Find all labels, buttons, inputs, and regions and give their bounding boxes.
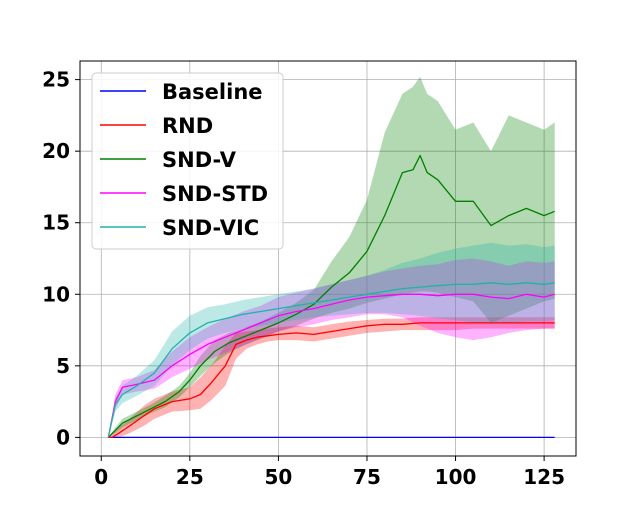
axis-ticks: 0 25 50 75 100 125 0 5 10 15 20 25 <box>42 68 565 489</box>
x-tick-label: 75 <box>353 465 381 489</box>
series-line-snd-std <box>107 293 555 438</box>
y-tick-label: 15 <box>42 211 70 235</box>
series-line-snd-v <box>107 154 555 438</box>
plot-frame <box>79 60 577 457</box>
band-snd-v <box>108 76 555 438</box>
legend-label-baseline: Baseline <box>162 80 263 104</box>
x-tick-label: 125 <box>523 465 565 489</box>
band-snd-std <box>108 258 555 438</box>
series-line-snd-vic <box>107 282 555 438</box>
y-tick-label: 25 <box>42 68 70 92</box>
y-tick-label: 10 <box>42 282 70 306</box>
band-snd-vic <box>108 242 555 438</box>
y-tick-label: 20 <box>42 139 70 163</box>
legend-label-snd-v: SND-V <box>162 148 237 172</box>
x-tick-label: 0 <box>94 465 108 489</box>
legend-label-snd-vic: SND-VIC <box>162 216 259 240</box>
x-tick-label: 25 <box>176 465 204 489</box>
legend-label-rnd: RND <box>162 114 213 138</box>
legend-box <box>91 72 284 250</box>
legend-label-snd-std: SND-STD <box>162 182 268 206</box>
x-tick-label: 50 <box>264 465 292 489</box>
confidence-bands <box>108 76 555 438</box>
y-tick-label: 0 <box>56 425 70 449</box>
legend: Baseline RND SND-V SND-STD SND-VIC <box>91 72 284 250</box>
x-tick-label: 100 <box>435 465 477 489</box>
series-lines <box>107 154 555 439</box>
y-tick-label: 5 <box>56 354 70 378</box>
series-line-rnd <box>108 322 555 439</box>
